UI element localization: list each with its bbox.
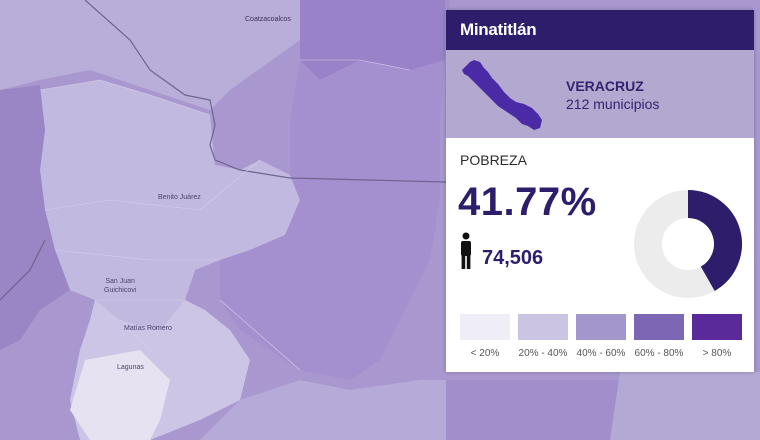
municipality-count: 212 municipios bbox=[566, 96, 660, 112]
legend-swatch bbox=[460, 314, 510, 340]
place-label-san-juan-guichicovi: San Juan Guichicovi bbox=[104, 278, 137, 294]
place-label-coatzacoalcos: Coatzacoalcos bbox=[245, 16, 291, 23]
legend-label: 40% - 60% bbox=[576, 348, 626, 359]
place-label-lagunas: Lagunas bbox=[117, 364, 144, 371]
indicator-label: POBREZA bbox=[460, 152, 527, 168]
person-icon bbox=[461, 232, 471, 269]
map-region[interactable] bbox=[70, 350, 170, 440]
place-label-benito-juarez: Benito Juárez bbox=[158, 194, 201, 201]
map-region[interactable] bbox=[200, 380, 446, 440]
indicator-value: 41.77% bbox=[458, 180, 597, 224]
legend: < 20% 20% - 40% 40% - 60% 60% - 80% > 80% bbox=[460, 314, 742, 364]
legend-label: > 80% bbox=[702, 348, 732, 359]
place-label-matias-romero: Matías Romero bbox=[124, 325, 172, 332]
state-boundary bbox=[84, 0, 447, 183]
legend-swatch bbox=[634, 314, 684, 340]
legend-label: 20% - 40% bbox=[518, 348, 568, 359]
map-region[interactable] bbox=[0, 85, 70, 350]
state-name: VERACRUZ bbox=[566, 78, 644, 94]
donut-value-arc bbox=[687, 190, 742, 291]
legend-item: 20% - 40% bbox=[518, 314, 568, 359]
map-region[interactable] bbox=[40, 80, 300, 330]
legend-item: 60% - 80% bbox=[634, 314, 684, 359]
info-panel: Minatitlán VERACRUZ 212 municipios POBRE… bbox=[446, 10, 754, 372]
poverty-donut-chart bbox=[634, 190, 742, 298]
legend-label: < 20% bbox=[470, 348, 500, 359]
legend-item: > 80% bbox=[692, 314, 742, 359]
legend-item: 40% - 60% bbox=[576, 314, 626, 359]
municipality-title: Minatitlán bbox=[446, 10, 754, 50]
legend-item: < 20% bbox=[460, 314, 510, 359]
municipal-boundary bbox=[39, 59, 411, 371]
people-count: 74,506 bbox=[482, 247, 544, 269]
state-boundary bbox=[0, 239, 46, 301]
legend-swatch bbox=[692, 314, 742, 340]
veracruz-state-silhouette bbox=[462, 60, 542, 130]
legend-swatch bbox=[576, 314, 626, 340]
map-region[interactable] bbox=[610, 372, 760, 440]
state-summary: VERACRUZ 212 municipios bbox=[446, 50, 754, 138]
map-region[interactable] bbox=[220, 0, 450, 380]
legend-label: 60% - 80% bbox=[634, 348, 684, 359]
map-region[interactable] bbox=[0, 0, 300, 110]
legend-swatch bbox=[518, 314, 568, 340]
